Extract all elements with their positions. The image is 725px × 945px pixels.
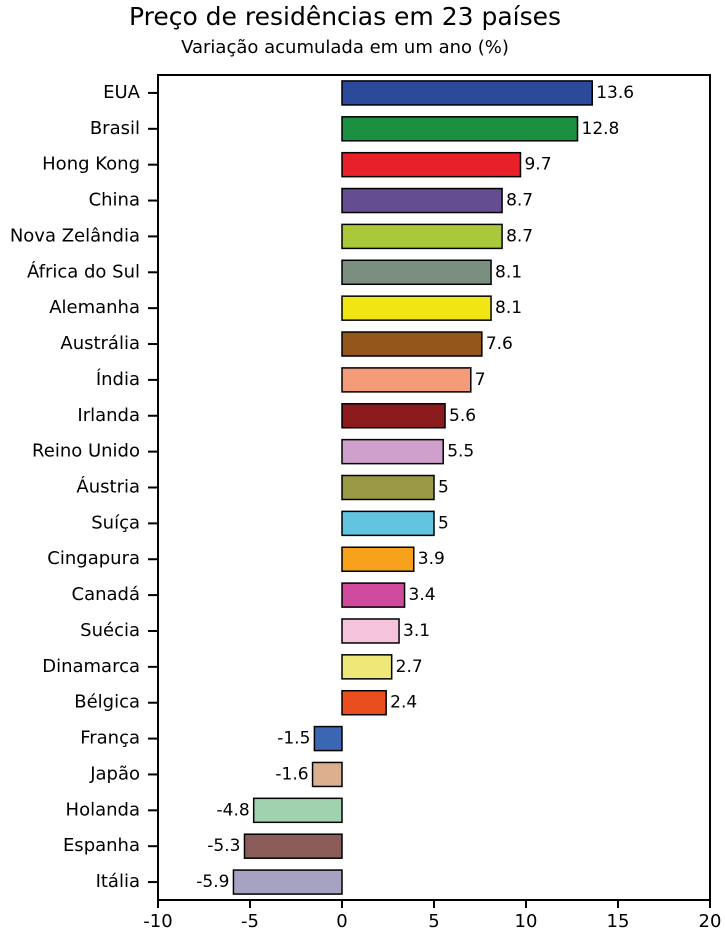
x-tick-label: 20	[699, 911, 722, 932]
value-label: 3.4	[409, 585, 436, 605]
value-label: -5.3	[207, 836, 240, 856]
y-tick-label: Nova Zelândia	[10, 225, 140, 246]
value-label: 8.7	[506, 226, 533, 246]
y-tick-label: EUA	[103, 82, 141, 103]
y-tick-label: Irlanda	[77, 405, 140, 426]
bar	[232, 869, 343, 895]
value-label: 3.1	[403, 621, 430, 641]
x-tick-label: 15	[607, 911, 630, 932]
value-label: 13.6	[596, 83, 634, 103]
y-tick-label: Suécia	[80, 620, 140, 641]
value-label: 5	[438, 478, 449, 498]
value-label: -1.5	[277, 729, 310, 749]
bar	[341, 474, 435, 501]
value-label: 3.9	[418, 549, 445, 569]
y-tick-label: Dinamarca	[42, 656, 140, 677]
value-label: -4.8	[217, 800, 250, 820]
y-tick-label: Bélgica	[74, 692, 140, 713]
y-tick-label: Brasil	[90, 118, 140, 139]
y-tick-label: Alemanha	[49, 297, 140, 318]
bar	[341, 187, 503, 214]
bar	[341, 689, 387, 716]
value-label: 5.5	[447, 442, 474, 462]
value-label: 5	[438, 513, 449, 533]
bar	[252, 797, 343, 824]
x-tick-label: 10	[515, 911, 538, 932]
bar	[341, 654, 393, 680]
value-label: -1.6	[275, 764, 308, 784]
y-tick-label: Japão	[89, 763, 140, 784]
bar	[341, 367, 472, 393]
y-tick-label: França	[80, 728, 140, 749]
y-tick-label: Áustria	[76, 476, 140, 498]
x-tick-label: -10	[143, 911, 172, 932]
value-label: 8.1	[495, 262, 522, 282]
bar	[341, 223, 503, 250]
bar	[341, 618, 400, 644]
y-tick-label: Hong Kong	[42, 154, 140, 175]
y-tick-label: Espanha	[63, 835, 140, 856]
bar	[311, 761, 343, 788]
value-label: 2.7	[396, 657, 423, 677]
value-label: 7	[475, 370, 486, 390]
value-label: 5.6	[449, 406, 476, 426]
y-tick-label: Cingapura	[47, 548, 140, 569]
value-label: 8.7	[506, 191, 533, 211]
value-label: 7.6	[486, 334, 513, 354]
bar	[341, 510, 435, 537]
y-tick-label: China	[89, 190, 140, 211]
bar	[313, 725, 343, 752]
chart-subtitle: Variação acumulada em um ano (%)	[181, 37, 509, 58]
bar	[341, 546, 415, 572]
value-label: -5.9	[196, 872, 229, 892]
y-tick-label: Suíça	[91, 512, 140, 533]
bar	[341, 582, 406, 608]
value-label: 8.1	[495, 298, 522, 318]
bar	[341, 80, 593, 106]
value-label: 9.7	[524, 155, 551, 175]
bar	[341, 116, 579, 142]
y-tick-label: África do Sul	[27, 260, 140, 282]
y-tick-label: Holanda	[66, 799, 140, 820]
y-tick-label: Austrália	[60, 333, 140, 354]
bar	[341, 295, 492, 321]
bar	[341, 331, 483, 357]
bar	[243, 833, 343, 859]
y-tick-label: Itália	[96, 871, 140, 892]
bar	[341, 151, 522, 178]
y-tick-label: Índia	[96, 368, 140, 390]
bar	[341, 438, 444, 465]
value-label: 12.8	[582, 119, 620, 139]
x-tick-label: -5	[241, 911, 259, 932]
value-label: 2.4	[390, 693, 417, 713]
bar	[341, 403, 446, 429]
y-tick-label: Reino Unido	[32, 441, 140, 462]
bar	[341, 259, 492, 286]
y-tick-label: Canadá	[72, 584, 141, 605]
x-tick-label: 5	[428, 911, 439, 932]
chart-title: Preço de residências em 23 países	[129, 2, 561, 31]
x-tick-label: 0	[336, 911, 347, 932]
